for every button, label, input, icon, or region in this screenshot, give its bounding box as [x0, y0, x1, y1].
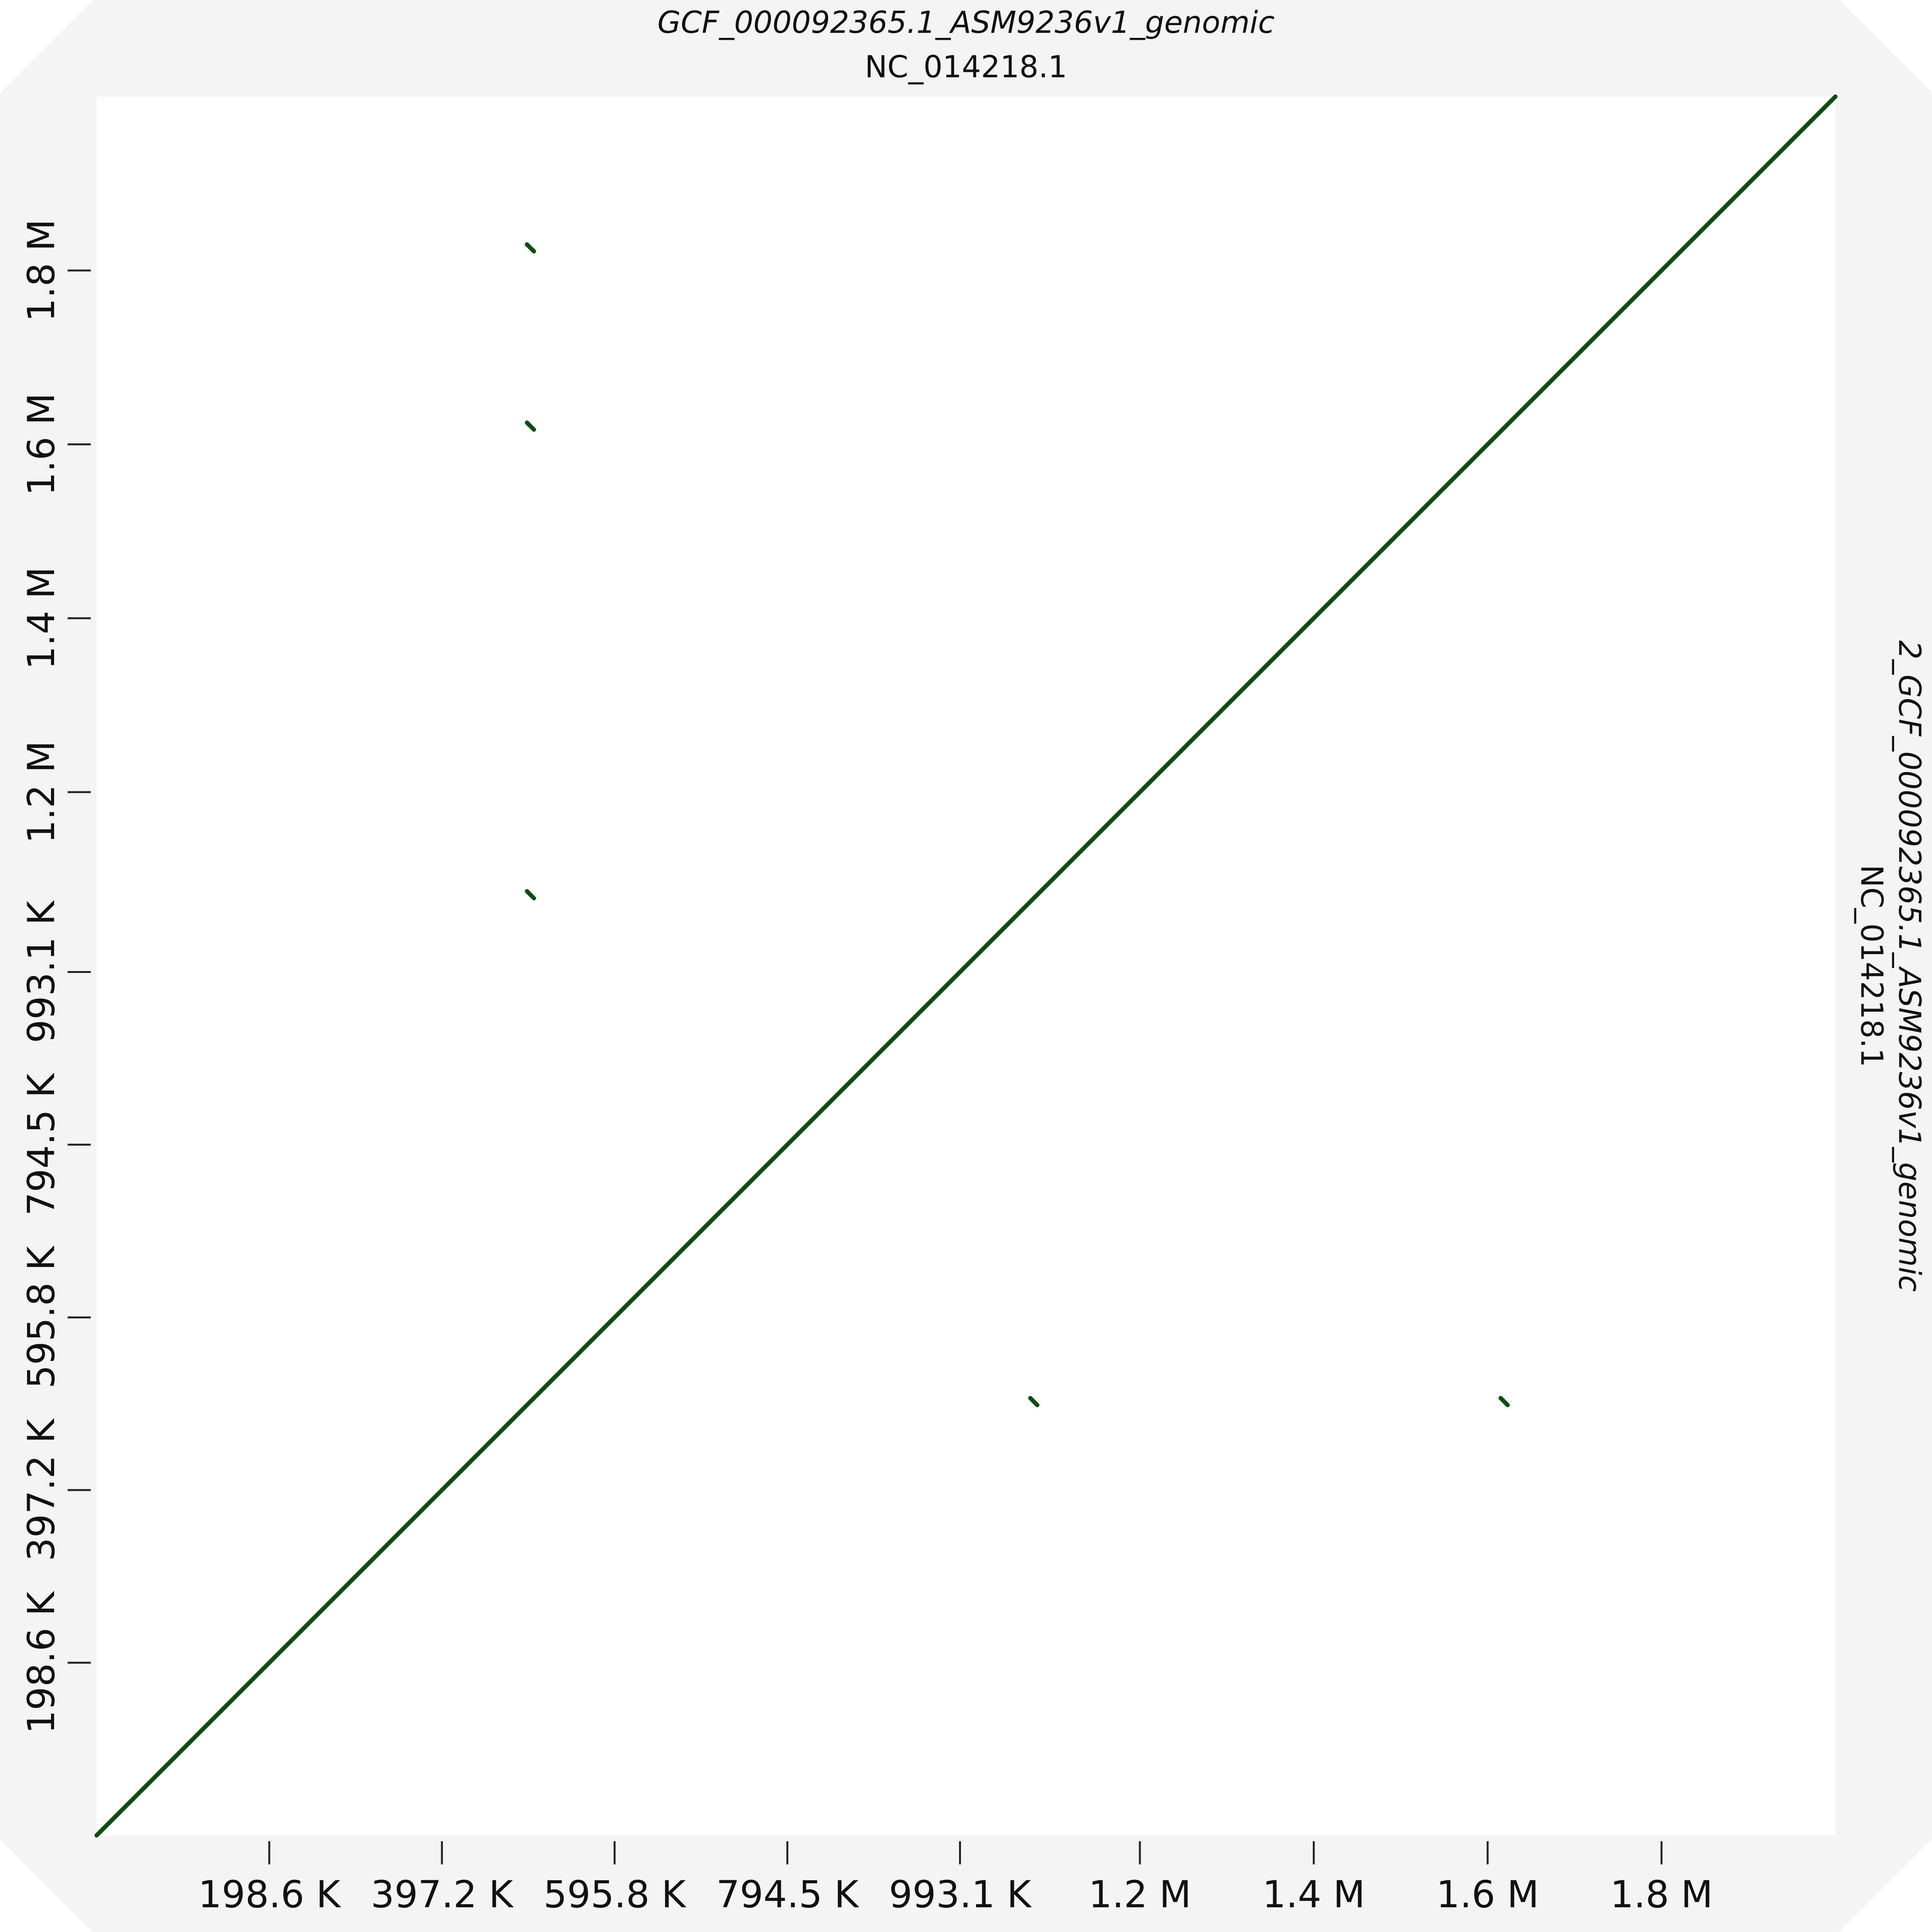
y-tick-label-8: 1.8 M — [20, 219, 63, 322]
alignment-segments — [94, 94, 1838, 1838]
main-diagonal-segment — [94, 94, 1838, 1838]
alignment-segment-5 — [1498, 1396, 1510, 1407]
right-axis-title: 2_GCF_000092365.1_ASM9236v1_genomic NC_0… — [1854, 640, 1927, 1292]
chart-subtitle: NC_014218.1 — [865, 50, 1067, 85]
x-tick-label-6: 1.4 M — [1262, 1873, 1365, 1916]
x-tick-label-1: 397.2 K — [371, 1873, 514, 1916]
alignment-segment-4 — [1028, 1396, 1039, 1407]
y-tick-label-6: 1.4 M — [20, 567, 63, 670]
ticks-layer: 198.6 K 397.2 K 595.8 K 794.5 K 993.1 K 1.2 M… — [20, 219, 1713, 1916]
y-tick-label-3: 794.5 K — [20, 1073, 63, 1216]
y-tick-label-2: 595.8 K — [20, 1245, 63, 1388]
alignment-segment-2 — [525, 420, 536, 432]
right-label: 2_GCF_000092365.1_ASM9236v1_genomic — [1892, 640, 1927, 1292]
y-tick-label-4: 993.1 K — [20, 900, 63, 1043]
x-tick-label-0: 198.6 K — [198, 1873, 341, 1916]
y-tick-label-1: 397.2 K — [20, 1418, 63, 1561]
x-tick-label-8: 1.8 M — [1610, 1873, 1713, 1916]
chart-title: GCF_000092365.1_ASM9236v1_genomic — [657, 5, 1274, 40]
y-tick-label-7: 1.6 M — [20, 393, 63, 496]
alignment-segment-1 — [525, 242, 536, 253]
y-tick-label-0: 198.6 K — [20, 1591, 63, 1734]
right-sublabel: NC_014218.1 — [1854, 865, 1889, 1067]
x-tick-label-3: 794.5 K — [716, 1873, 859, 1916]
x-tick-label-5: 1.2 M — [1088, 1873, 1191, 1916]
y-tick-label-5: 1.2 M — [20, 741, 63, 844]
x-tick-label-7: 1.6 M — [1436, 1873, 1539, 1916]
x-tick-label-4: 993.1 K — [889, 1873, 1032, 1916]
x-tick-label-2: 595.8 K — [543, 1873, 686, 1916]
alignment-segment-3 — [525, 889, 536, 900]
